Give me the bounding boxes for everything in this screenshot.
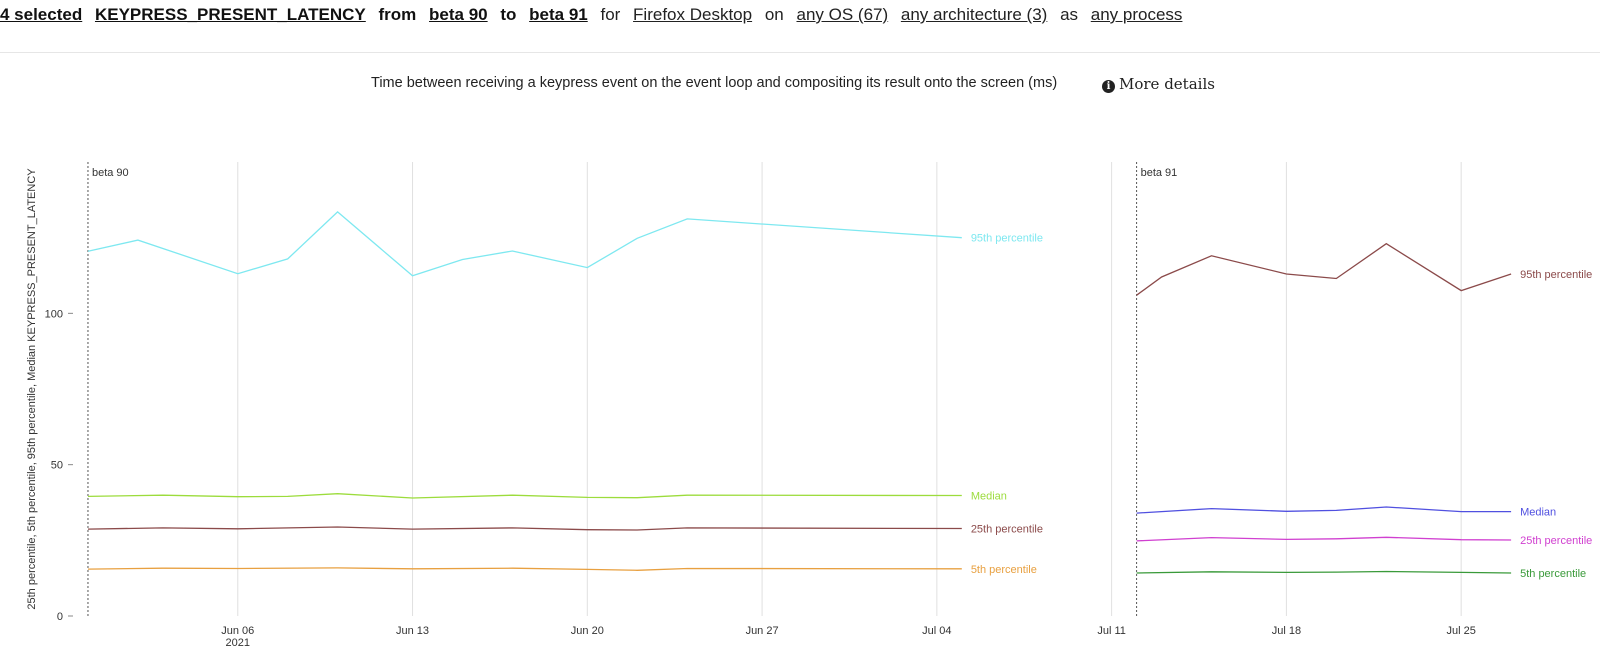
process-link[interactable]: any process xyxy=(1090,5,1183,24)
for-label: for xyxy=(600,5,621,24)
more-details-button[interactable]: i More details xyxy=(1102,75,1215,93)
series-line xyxy=(87,211,962,277)
series-line xyxy=(1136,242,1512,296)
series-label: 25th percentile xyxy=(1520,535,1592,547)
x-tick-label: Jun 13 xyxy=(396,625,429,637)
series-line xyxy=(87,526,962,531)
from-version-link[interactable]: beta 90 xyxy=(429,5,488,24)
series-label: 95th percentile xyxy=(1520,269,1592,281)
series-line xyxy=(1136,536,1512,542)
release-marker-label: beta 90 xyxy=(92,167,129,179)
to-version-link[interactable]: beta 91 xyxy=(529,5,588,24)
on-label: on xyxy=(764,5,784,24)
series-label: Median xyxy=(1520,507,1556,519)
product-link[interactable]: Firefox Desktop xyxy=(633,5,753,24)
y-tick-label: 0 xyxy=(57,611,63,623)
y-tick-label: 50 xyxy=(51,460,63,472)
series-label: Median xyxy=(971,491,1007,503)
architecture-link[interactable]: any architecture (3) xyxy=(900,5,1048,24)
y-axis-label: 25th percentile, 5th percentile, 95th pe… xyxy=(26,168,38,610)
y-tick-label: 100 xyxy=(45,308,63,320)
x-tick-label: Jul 11 xyxy=(1097,625,1126,637)
selected-metrics-link[interactable]: 4 selected xyxy=(0,5,83,24)
series-label: 25th percentile xyxy=(971,524,1043,536)
as-label: as xyxy=(1060,5,1079,24)
x-tick-label: Jun 27 xyxy=(746,625,779,637)
more-details-label: More details xyxy=(1119,75,1215,93)
x-tick-label: Jul 04 xyxy=(922,625,951,637)
series-line xyxy=(87,567,962,571)
to-label: to xyxy=(500,5,517,24)
x-tick-label: Jun 20 xyxy=(571,625,604,637)
series-label: 5th percentile xyxy=(971,564,1037,576)
release-marker-label: beta 91 xyxy=(1141,167,1178,179)
info-circle-icon: i xyxy=(1102,80,1115,93)
filter-row: 4 selected KEYPRESS_PRESENT_LATENCY from… xyxy=(0,4,1190,26)
x-tick-label: Jun 06 xyxy=(221,625,254,637)
chart-description: Time between receiving a keypress event … xyxy=(0,73,1600,97)
series-line xyxy=(87,493,962,499)
x-tick-year-label: 2021 xyxy=(226,637,250,649)
filter-header: 4 selected KEYPRESS_PRESENT_LATENCY from… xyxy=(0,0,1600,53)
chart-title: Time between receiving a keypress event … xyxy=(371,75,1058,91)
metric-name-link[interactable]: KEYPRESS_PRESENT_LATENCY xyxy=(94,5,366,24)
series-line xyxy=(1136,570,1512,574)
from-label: from xyxy=(378,5,417,24)
os-link[interactable]: any OS (67) xyxy=(796,5,889,24)
series-line xyxy=(1136,506,1512,514)
series-label: 5th percentile xyxy=(1520,568,1586,580)
x-tick-label: Jul 25 xyxy=(1446,625,1475,637)
series-label: 95th percentile xyxy=(971,233,1043,245)
x-tick-label: Jul 18 xyxy=(1272,625,1301,637)
